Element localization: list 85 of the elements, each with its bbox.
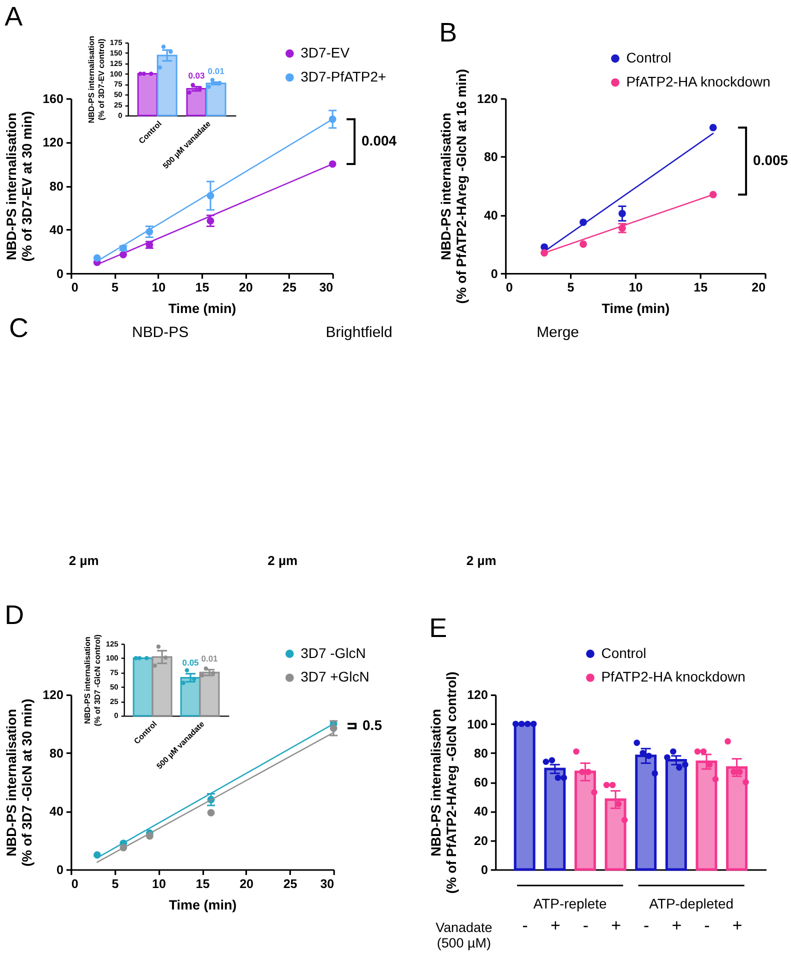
y-tick-label: 0 <box>56 266 64 281</box>
x-tick-label: 5 <box>112 280 119 295</box>
x-tick-label: + <box>550 916 560 935</box>
y-axis-title: NBD-PS internalisation (% of 3D7 -GlcN control) <box>82 634 102 726</box>
y-tick-label: 120 <box>467 688 488 702</box>
x-tick-label: 10 <box>628 280 643 295</box>
x-tick-label: 0 <box>71 876 78 891</box>
y-tick-label: 40 <box>484 208 498 222</box>
text: 2 µm <box>466 552 496 568</box>
y-tick-label: 120 <box>42 136 64 150</box>
text: 0.5 <box>362 717 382 734</box>
y-tick-label: 120 <box>477 92 498 106</box>
legend-label: Control <box>601 644 646 661</box>
x-tick-label: 20 <box>238 280 253 295</box>
y-tick-label: 100 <box>467 717 488 732</box>
chart-title: B <box>439 18 458 48</box>
x-tick-label: - <box>582 916 589 935</box>
x-tick-label: 5 <box>567 280 574 295</box>
x-tick-label: 15 <box>195 280 210 295</box>
x-tick-label: 5 <box>112 876 119 891</box>
y-tick-label: 80 <box>474 746 488 760</box>
y-tick-label: 160 <box>42 92 64 106</box>
x-tick-label: 15 <box>694 280 708 295</box>
y-axis-title: NBD-PS internalisation (% of PfATP2-HAreg -GlcN at 16 min) <box>438 69 470 304</box>
y-tick-label: 80 <box>50 746 64 760</box>
x-tick-label: 0 <box>506 280 513 295</box>
text: 0.004 <box>362 132 397 149</box>
text: ATP-depleted <box>649 895 734 912</box>
annotation: 0.03 <box>188 70 205 81</box>
x-tick-label: 0 <box>71 280 78 295</box>
y-tick-label: 40 <box>50 804 64 819</box>
y-tick-label: 40 <box>50 223 64 238</box>
text: NBD-PS <box>132 324 189 342</box>
annotation: 0.01 <box>208 66 225 76</box>
x-tick-label: + <box>611 916 622 935</box>
x-tick-label: 10 <box>152 876 166 891</box>
x-tick-label: - <box>704 916 710 935</box>
x-tick-label: 15 <box>196 876 210 891</box>
y-tick-label: 80 <box>484 150 498 164</box>
chart-title: D <box>4 600 24 630</box>
annotation: 0.005 <box>753 152 788 168</box>
x-tick-label: 10 <box>152 280 166 295</box>
x-tick-label: + <box>672 916 682 935</box>
y-axis-title: NBD-PS internalisation (% of 3D7 -GlcN at 30 min) <box>4 698 35 866</box>
legend-label: Control <box>626 50 672 66</box>
legend-label: 3D7-PfATP2+ <box>300 68 386 84</box>
x-tick-label: 20 <box>240 876 254 891</box>
legend-label: PfATP2-HA knockdown <box>626 73 770 90</box>
x-axis-title: Time (min) <box>168 301 236 316</box>
text: 2 µm <box>68 552 99 568</box>
text: ATP-replete <box>533 895 608 912</box>
x-tick-label: 20 <box>752 280 766 295</box>
y-tick-label: 40 <box>474 804 488 819</box>
x-tick-label: 30 <box>319 280 334 295</box>
chart-title: A <box>4 1 23 32</box>
y-axis-title: NBD-PS internalisation (% of 3D7-EV control) <box>86 36 106 124</box>
legend-label: 3D7 +GlcN <box>300 668 370 685</box>
x-tick-label: + <box>732 916 742 935</box>
text: Merge <box>536 324 580 342</box>
x-axis-title: Vanadate (500 µM) <box>436 920 492 950</box>
text: C <box>8 313 28 344</box>
x-axis-title: Time (min) <box>602 301 670 316</box>
x-tick-label: 25 <box>282 280 296 295</box>
x-tick-label: - <box>644 916 650 935</box>
y-tick-label: 20 <box>474 834 488 848</box>
y-tick-label: 120 <box>42 688 64 702</box>
y-tick-label: 60 <box>474 776 488 790</box>
y-tick-label: 0 <box>490 266 498 281</box>
y-tick-label: 0 <box>480 862 488 877</box>
text: Brightfield <box>326 324 392 342</box>
y-axis-title: NBD-PS internalisation (% of PfATP2-HAreg -GlcN control) <box>428 672 460 894</box>
legend-label: 3D7-EV <box>300 44 350 61</box>
x-tick-label: 25 <box>283 876 298 891</box>
text: 2 µm <box>268 552 298 568</box>
legend-label: PfATP2-HA knockdown <box>601 668 746 685</box>
x-axis-title: Time (min) <box>168 897 237 912</box>
y-tick-label: 0 <box>56 862 64 877</box>
annotation: 0.05 <box>182 658 200 668</box>
legend-label: 3D7 -GlcN <box>300 644 366 661</box>
annotation: 0.01 <box>201 654 218 664</box>
y-tick-label: 80 <box>50 179 64 194</box>
x-tick-label: 30 <box>320 876 334 891</box>
chart-title: E <box>429 612 448 643</box>
y-axis-title: NBD-PS internalisation (% of 3D7-EV at 30 min) <box>4 111 35 262</box>
x-tick-label: - <box>522 916 528 935</box>
